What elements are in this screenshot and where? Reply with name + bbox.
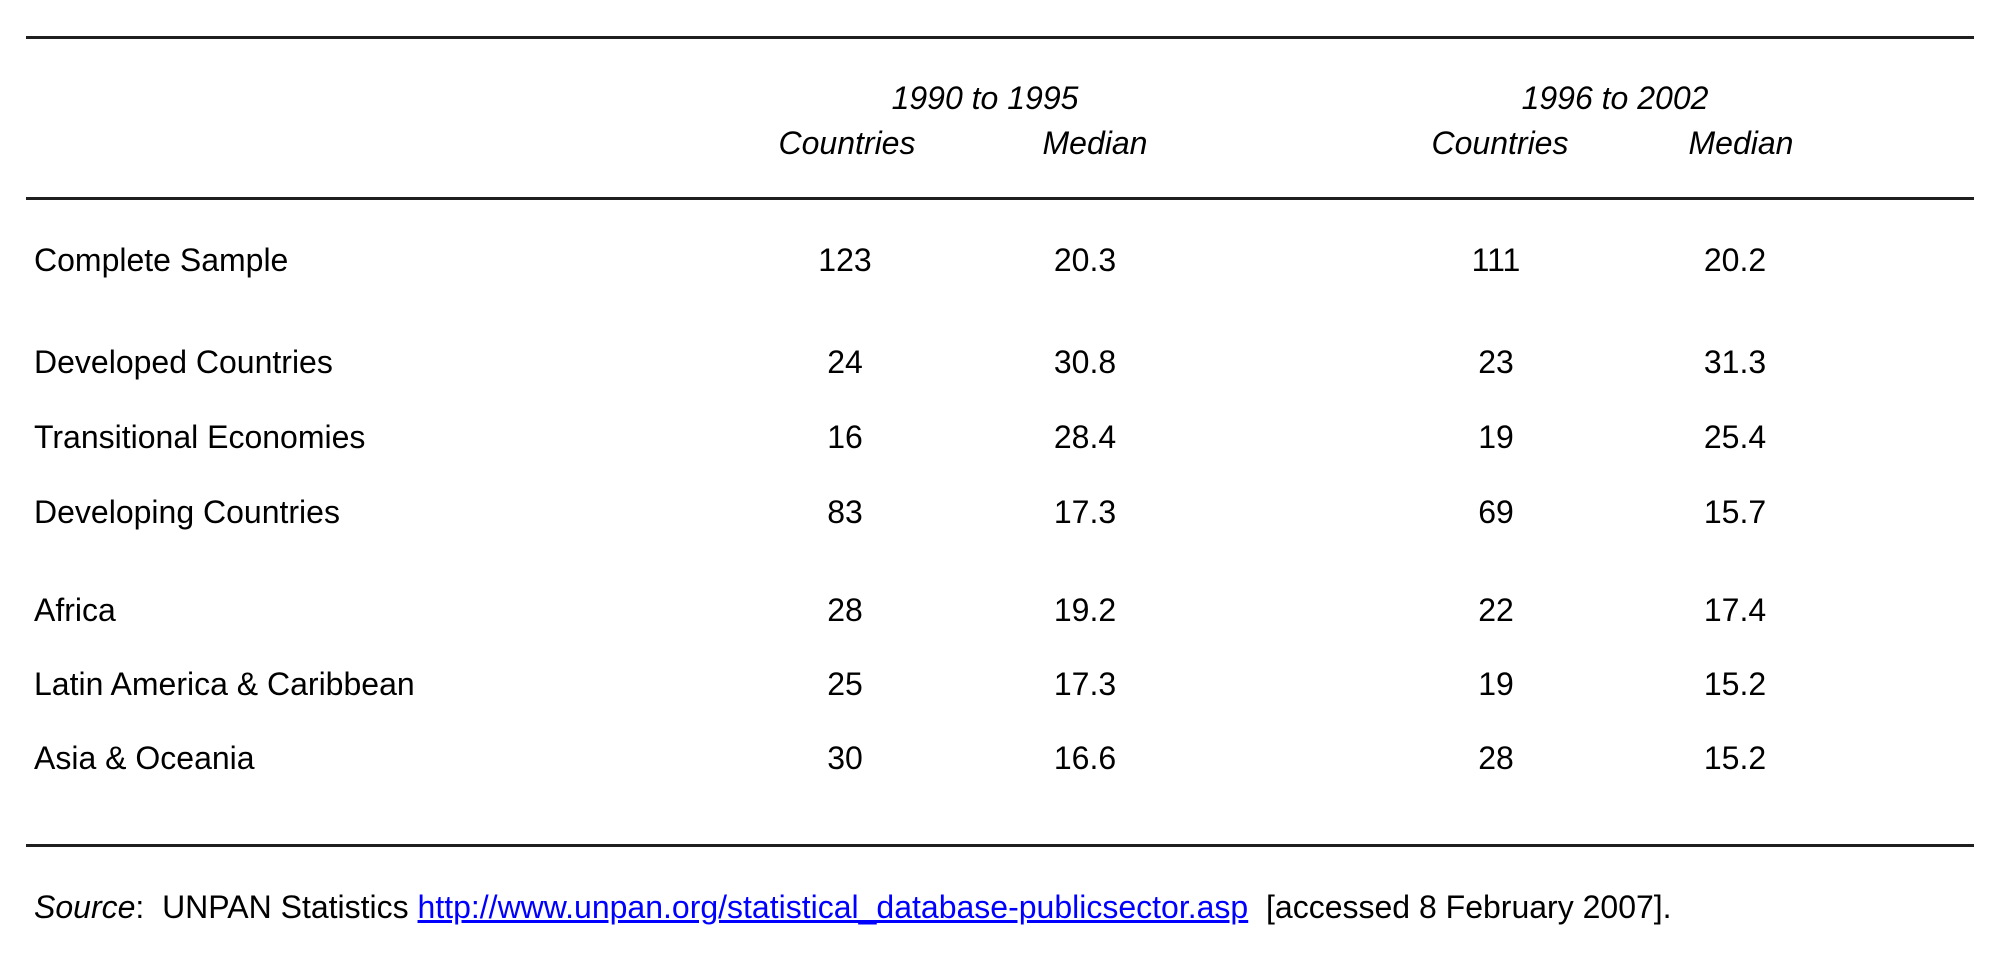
table-row: Developing Countries 83 17.3 69 15.7 bbox=[0, 496, 2012, 529]
cell-median-1996: 31.3 bbox=[1703, 344, 1767, 380]
cell-countries-1996: 19 bbox=[1478, 419, 1514, 455]
cell-countries-1990: 83 bbox=[827, 494, 863, 530]
cell-median-1996: 25.4 bbox=[1703, 419, 1767, 455]
group-header-1996-2002: 1996 to 2002 bbox=[1521, 80, 1709, 116]
col-header-median-1990: Median bbox=[1042, 125, 1148, 161]
group-header-1990-1995: 1990 to 1995 bbox=[891, 80, 1079, 116]
source-line: Source: UNPAN Statistics http://www.unpa… bbox=[34, 891, 1672, 924]
source-label: Source bbox=[34, 889, 136, 925]
cell-countries-1990: 28 bbox=[827, 592, 863, 628]
table-row: Developed Countries 24 30.8 23 31.3 bbox=[0, 346, 2012, 379]
row-label: Latin America & Caribbean bbox=[34, 666, 415, 702]
source-link[interactable]: http://www.unpan.org/statistical_databas… bbox=[417, 889, 1249, 925]
source-label-rest: : UNPAN Statistics bbox=[135, 889, 418, 925]
cell-median-1990: 16.6 bbox=[1053, 740, 1117, 776]
cell-median-1990: 17.3 bbox=[1053, 666, 1117, 702]
cell-median-1990: 20.3 bbox=[1053, 242, 1117, 278]
cell-countries-1990: 24 bbox=[827, 344, 863, 380]
cell-countries-1996: 111 bbox=[1471, 242, 1521, 278]
cell-countries-1996: 69 bbox=[1478, 494, 1514, 530]
cell-median-1996: 17.4 bbox=[1703, 592, 1767, 628]
row-label: Complete Sample bbox=[34, 242, 289, 278]
table-row: Complete Sample 123 20.3 111 20.2 bbox=[0, 244, 2012, 277]
group-header-row: 1990 to 1995 1996 to 2002 bbox=[0, 82, 2012, 115]
cell-countries-1996: 19 bbox=[1478, 666, 1514, 702]
cell-countries-1996: 28 bbox=[1478, 740, 1514, 776]
col-header-median-1996: Median bbox=[1688, 125, 1794, 161]
cell-median-1990: 17.3 bbox=[1053, 494, 1117, 530]
cell-median-1996: 15.2 bbox=[1703, 740, 1767, 776]
table-row: Asia & Oceania 30 16.6 28 15.2 bbox=[0, 742, 2012, 775]
cell-countries-1996: 23 bbox=[1478, 344, 1514, 380]
cell-median-1996: 20.2 bbox=[1703, 242, 1767, 278]
table-row: Latin America & Caribbean 25 17.3 19 15.… bbox=[0, 668, 2012, 701]
cell-countries-1996: 22 bbox=[1478, 592, 1514, 628]
cell-median-1996: 15.7 bbox=[1703, 494, 1767, 530]
row-label: Developing Countries bbox=[34, 494, 340, 530]
cell-median-1990: 19.2 bbox=[1053, 592, 1117, 628]
cell-median-1990: 30.8 bbox=[1053, 344, 1117, 380]
col-header-countries-1996: Countries bbox=[1431, 125, 1569, 161]
cell-countries-1990: 16 bbox=[827, 419, 863, 455]
cell-median-1996: 15.2 bbox=[1703, 666, 1767, 702]
row-label: Transitional Economies bbox=[34, 419, 366, 455]
source-suffix: [accessed 8 February 2007]. bbox=[1248, 889, 1672, 925]
row-label: Developed Countries bbox=[34, 344, 333, 380]
column-header-row: Countries Median Countries Median bbox=[0, 127, 2012, 160]
cell-countries-1990: 30 bbox=[827, 740, 863, 776]
table-top-rule bbox=[26, 36, 1974, 39]
row-label: Africa bbox=[34, 592, 116, 628]
col-header-countries-1990: Countries bbox=[778, 125, 916, 161]
table-row: Transitional Economies 16 28.4 19 25.4 bbox=[0, 421, 2012, 454]
table-header-rule bbox=[26, 197, 1974, 200]
cell-median-1990: 28.4 bbox=[1053, 419, 1117, 455]
row-label: Asia & Oceania bbox=[34, 740, 255, 776]
table-bottom-rule bbox=[26, 844, 1974, 847]
table-row: Africa 28 19.2 22 17.4 bbox=[0, 594, 2012, 627]
cell-countries-1990: 25 bbox=[827, 666, 863, 702]
cell-countries-1990: 123 bbox=[818, 242, 872, 278]
